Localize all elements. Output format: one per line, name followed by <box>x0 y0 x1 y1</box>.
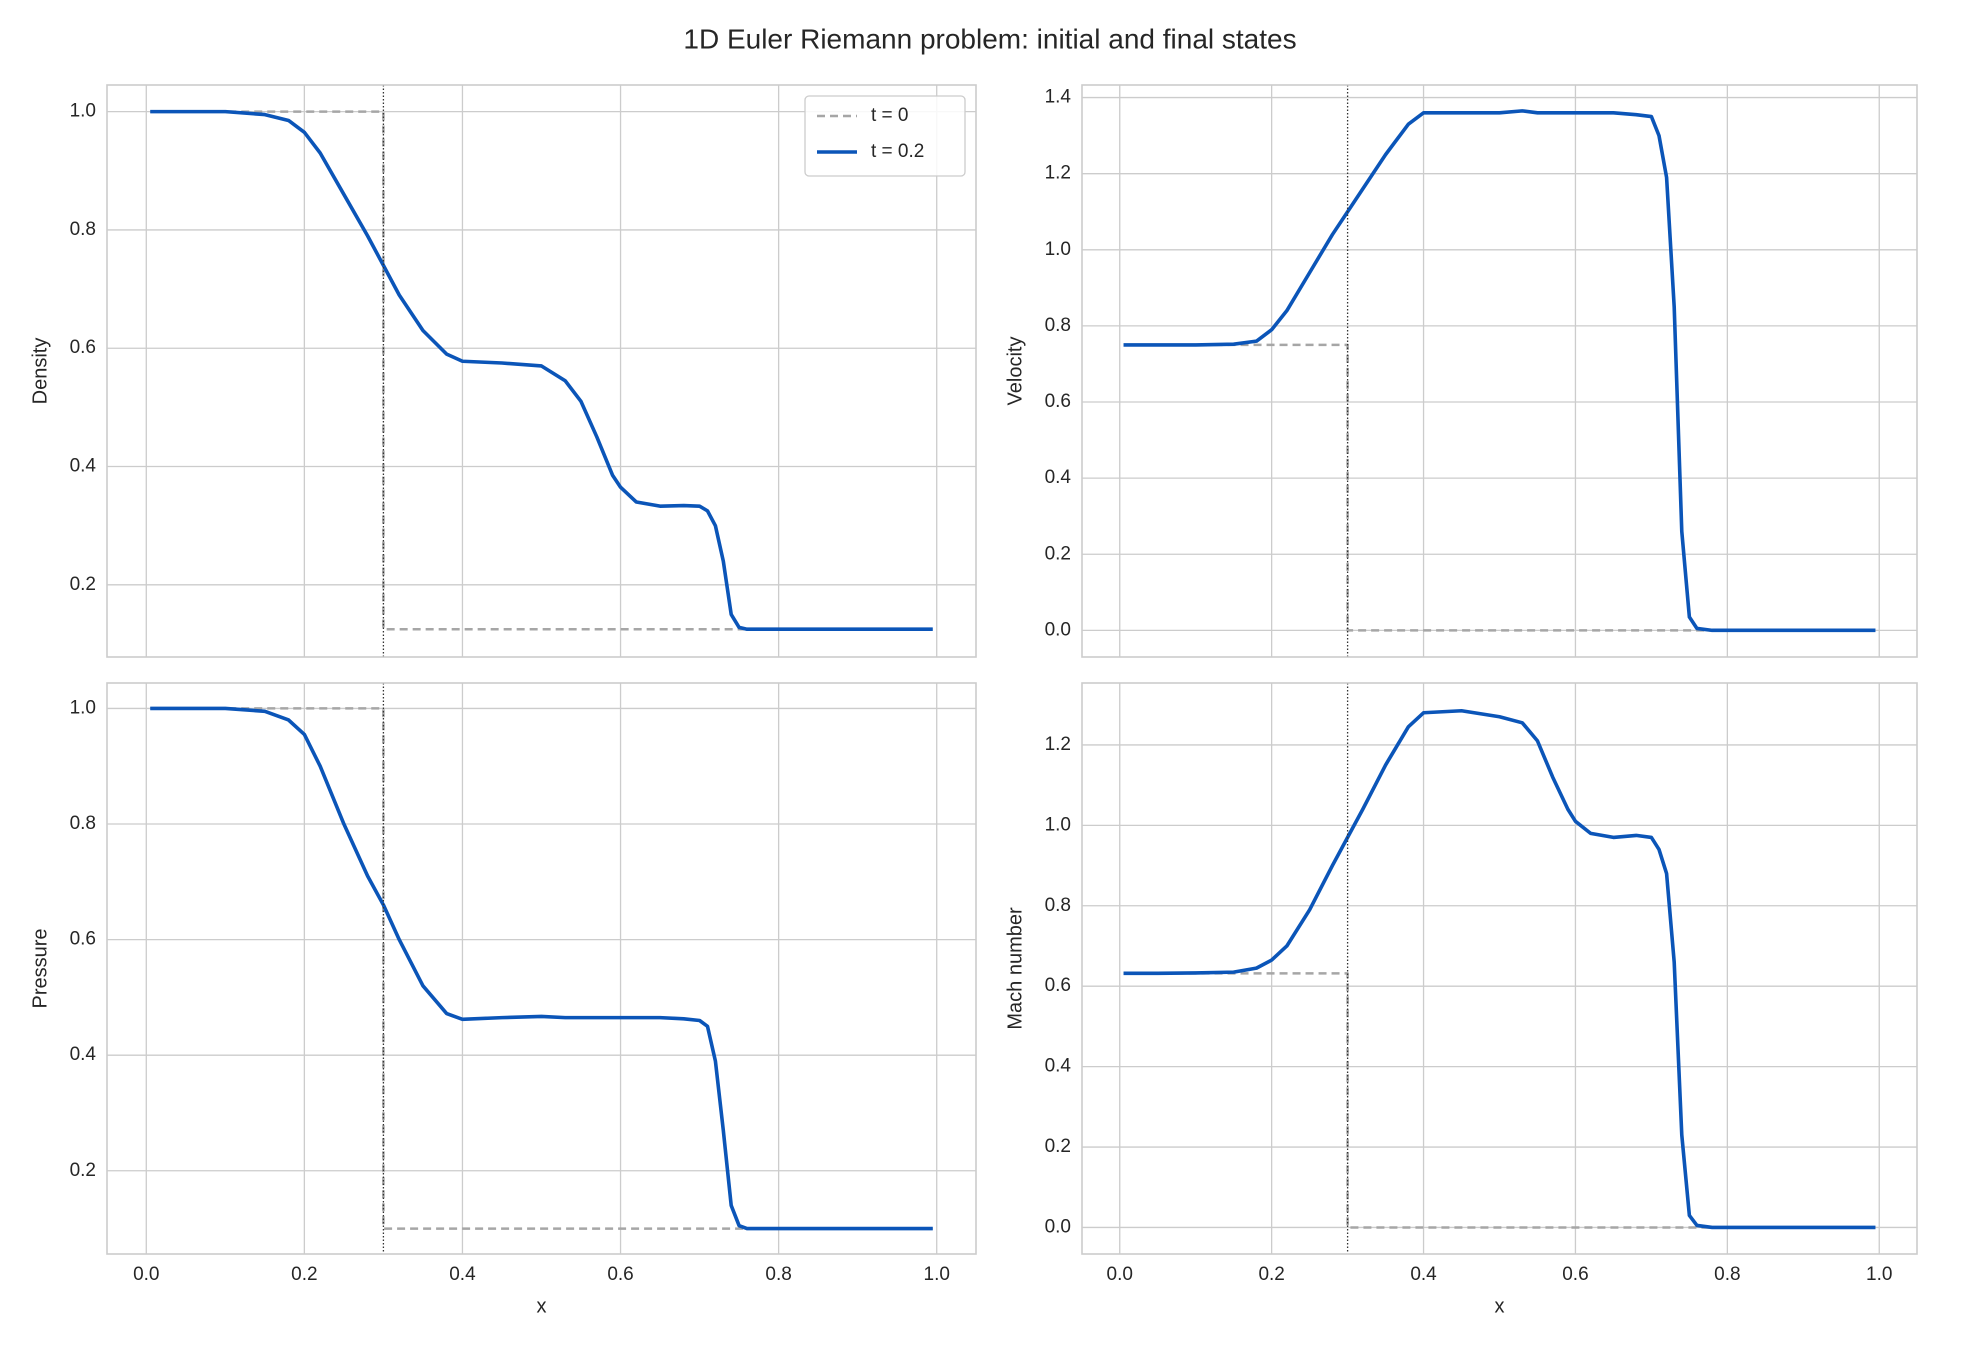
x-tick-label: 0.6 <box>1562 1264 1588 1285</box>
x-tick-label: 0.4 <box>1410 1264 1437 1285</box>
y-tick-label: 1.0 <box>1045 239 1071 260</box>
x-tick-label: 0.8 <box>1714 1264 1740 1285</box>
figure-title: 1D Euler Riemann problem: initial and fi… <box>683 23 1296 54</box>
plot-frame <box>1081 682 1918 1255</box>
x-tick-label: 0.2 <box>1258 1264 1284 1285</box>
plot-frame <box>1081 84 1918 658</box>
x-tick-label: 1.0 <box>1866 1264 1892 1285</box>
series-line <box>150 109 933 631</box>
y-tick-label: 0.2 <box>1045 1136 1071 1157</box>
y-axis-label: Density <box>29 338 51 405</box>
plot-area <box>107 85 976 657</box>
y-tick-label: 0.2 <box>1045 543 1071 564</box>
series-line <box>150 707 933 1230</box>
plot-frame <box>106 682 977 1255</box>
y-tick-label: 0.6 <box>1045 975 1071 996</box>
y-tick-label: 0.0 <box>1045 619 1071 640</box>
plot-frame <box>106 84 977 658</box>
y-tick-label: 1.2 <box>1045 163 1071 184</box>
plot-area <box>1082 683 1917 1254</box>
y-tick-label: 0.2 <box>70 1160 96 1181</box>
x-tick-label: 0.0 <box>133 1264 159 1285</box>
y-tick-label: 0.4 <box>1045 1056 1072 1077</box>
x-tick-label: 0.0 <box>1107 1264 1133 1285</box>
y-tick-label: 0.4 <box>70 456 97 477</box>
y-tick-label: 0.4 <box>1045 467 1072 488</box>
y-tick-label: 1.4 <box>1045 87 1072 108</box>
x-tick-label: 0.6 <box>607 1264 633 1285</box>
y-tick-label: 1.0 <box>1045 814 1071 835</box>
y-axis-label: Pressure <box>29 928 51 1008</box>
y-tick-label: 1.0 <box>70 101 96 122</box>
y-tick-label: 0.8 <box>1045 895 1071 916</box>
y-tick-label: 0.4 <box>70 1044 97 1065</box>
legend-label: t = 0.2 <box>871 141 924 162</box>
y-tick-label: 0.8 <box>1045 315 1071 336</box>
y-tick-label: 0.2 <box>70 574 96 595</box>
y-axis-label: Velocity <box>1004 337 1026 406</box>
series-line <box>1123 109 1876 633</box>
series-line <box>150 706 933 1231</box>
x-tick-label: 0.8 <box>765 1264 791 1285</box>
y-tick-label: 0.8 <box>70 813 96 834</box>
y-tick-label: 0.6 <box>70 929 96 950</box>
y-tick-label: 0.6 <box>1045 391 1071 412</box>
plot-area <box>107 683 976 1254</box>
y-tick-label: 1.0 <box>70 697 96 718</box>
y-tick-label: 0.8 <box>70 219 96 240</box>
legend-label: t = 0 <box>871 105 909 126</box>
plot-area <box>1082 85 1917 657</box>
y-tick-label: 1.2 <box>1045 734 1071 755</box>
x-axis-label: x <box>537 1295 547 1317</box>
y-tick-label: 0.0 <box>1045 1216 1071 1237</box>
x-axis-label: x <box>1495 1295 1505 1317</box>
y-tick-label: 0.6 <box>70 337 96 358</box>
series-line <box>1123 708 1876 1230</box>
y-axis-label: Mach number <box>1004 907 1026 1030</box>
x-tick-label: 1.0 <box>924 1264 950 1285</box>
x-tick-label: 0.2 <box>291 1264 317 1285</box>
x-tick-label: 0.4 <box>449 1264 476 1285</box>
